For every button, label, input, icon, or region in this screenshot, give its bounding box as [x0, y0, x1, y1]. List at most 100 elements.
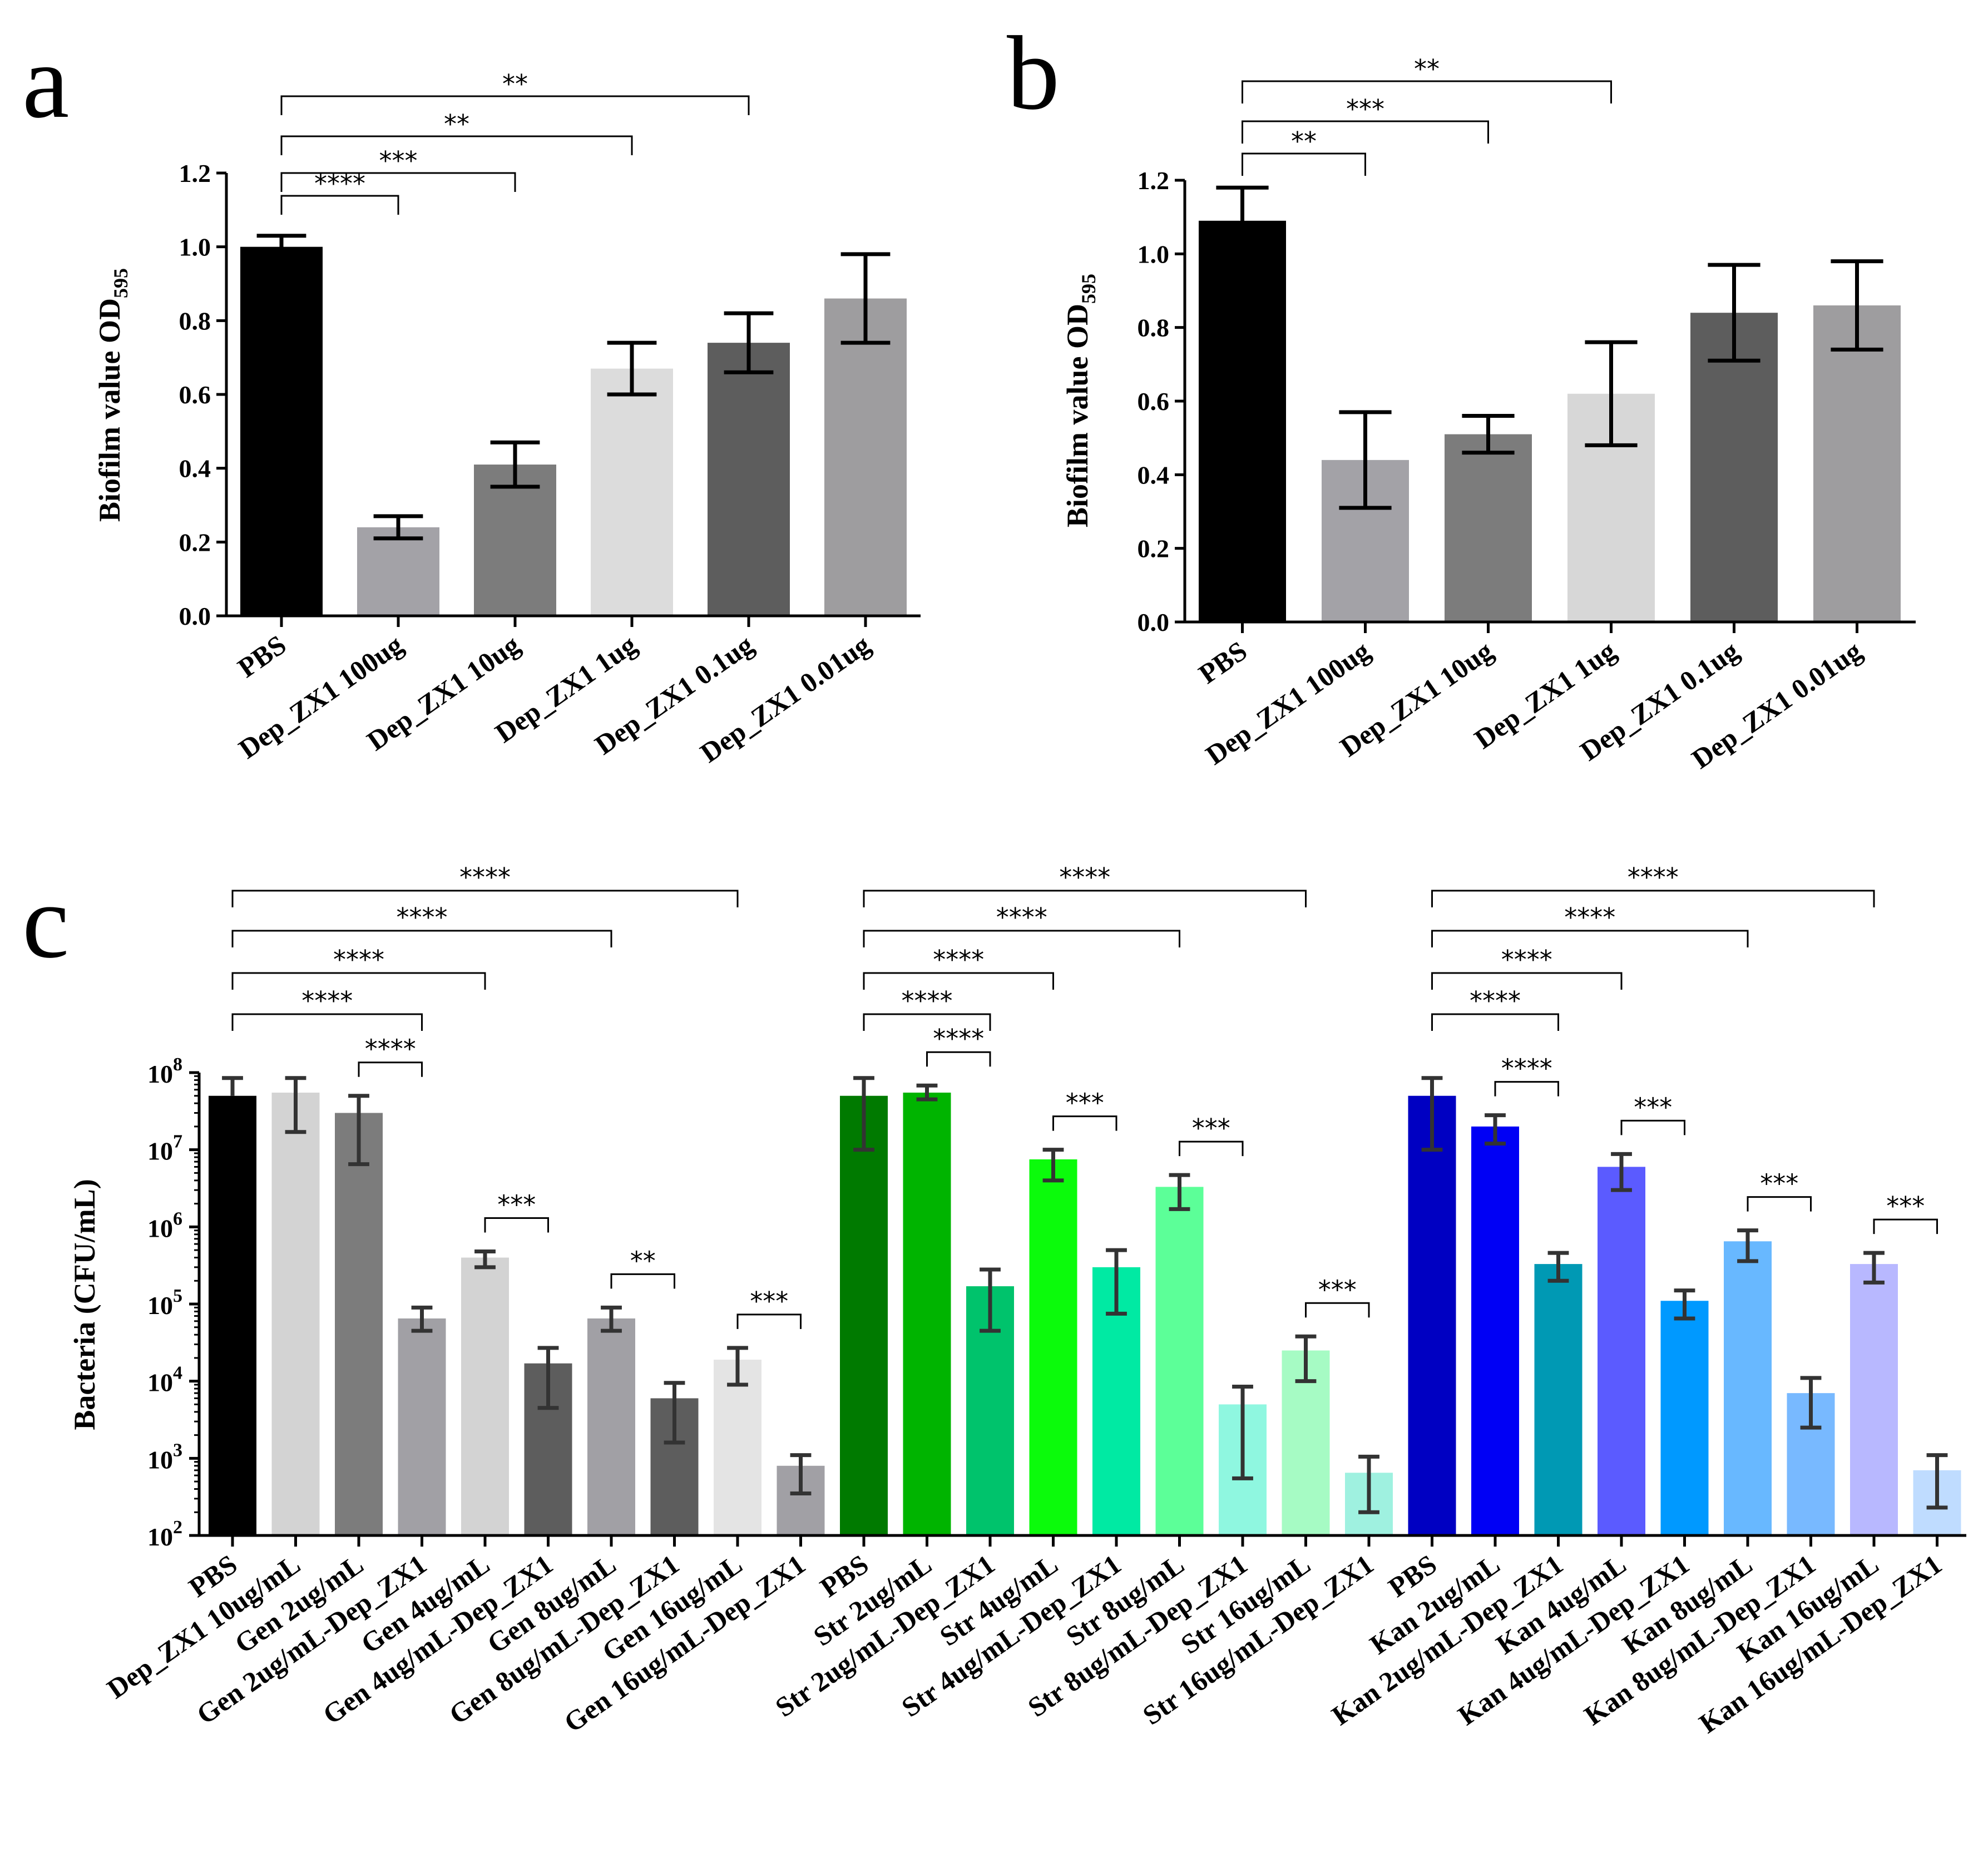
significance-label: **: [502, 69, 528, 99]
y-axis-title-text: Biofilm value OD: [93, 298, 126, 522]
significance-label: ****: [365, 1034, 416, 1064]
significance-label: ***: [750, 1286, 788, 1316]
bar-8: [714, 1360, 761, 1535]
significance-label: ***: [1760, 1169, 1798, 1199]
bar-2: [1445, 434, 1532, 622]
significance-bracket: [231, 972, 486, 990]
y-tick-exponent: 8: [173, 1054, 182, 1075]
significance-bracket: [231, 930, 612, 947]
y-tick-base: 10: [147, 1523, 173, 1551]
y-tick-exponent: 7: [173, 1132, 182, 1152]
significance-label: **: [1291, 126, 1317, 156]
y-tick-label: 0.8: [179, 307, 211, 335]
bar-0: [209, 1095, 256, 1535]
y-tick-base: 10: [147, 1214, 173, 1242]
significance-bracket: [1242, 120, 1489, 144]
y-tick-label: 107: [147, 1132, 182, 1165]
significance-label: ****: [1564, 902, 1615, 932]
significance-bracket: [231, 1013, 423, 1031]
y-tick-label: 0.6: [179, 381, 211, 409]
significance-label: ***: [1634, 1092, 1672, 1122]
y-tick-label: 0.6: [1138, 387, 1170, 416]
significance-label: ****: [397, 902, 448, 932]
y-tick-exponent: 6: [173, 1208, 182, 1229]
panel-b: b 0.0 0.2 0.4 0.6 0.8 1.0 1.2 Biofilm value OD59…: [1007, 15, 1916, 775]
bar-15: [1155, 1187, 1204, 1535]
y-tick-label: 102: [147, 1517, 182, 1551]
significance-label: ***: [1346, 94, 1384, 124]
y-tick-label: 1.0: [1138, 240, 1170, 268]
y-axis-title-subscript: 595: [1077, 274, 1100, 304]
significance-bracket: [1431, 930, 1749, 947]
significance-bracket: [736, 1313, 802, 1329]
y-tick-exponent: 3: [173, 1440, 182, 1460]
significance-label: ****: [333, 945, 384, 975]
bar-2: [474, 465, 556, 616]
significance-label: ****: [459, 862, 511, 892]
significance-bracket: [1494, 1081, 1559, 1097]
bar-5: [824, 298, 907, 616]
bar-1: [357, 527, 439, 616]
bar-6: [587, 1318, 635, 1535]
panel-letter-c: c: [22, 863, 69, 980]
y-tick-base: 10: [147, 1060, 173, 1088]
y-tick-base: 10: [147, 1369, 173, 1397]
y-tick-base: 10: [147, 1291, 173, 1320]
bar-11: [903, 1093, 951, 1535]
y-tick-exponent: 5: [173, 1286, 182, 1306]
significance-bracket: [1431, 890, 1875, 907]
significance-label: ****: [1628, 862, 1679, 892]
significance-bracket: [1431, 1013, 1559, 1031]
bar-0: [1199, 220, 1286, 622]
significance-bracket: [1179, 1140, 1244, 1157]
y-tick-label: 0.2: [179, 528, 211, 556]
significance-bracket: [231, 890, 739, 907]
bar-3: [591, 368, 673, 616]
significance-bracket: [863, 1013, 991, 1031]
panel-letter-a: a: [22, 23, 69, 140]
significance-bracket: [280, 195, 399, 215]
bar-4: [1690, 313, 1778, 622]
y-tick-base: 10: [147, 1137, 173, 1165]
bar-19: [1408, 1095, 1456, 1535]
panel-letter-b: b: [1007, 15, 1060, 132]
y-tick-base: 10: [147, 1445, 173, 1474]
significance-label: **: [444, 109, 469, 139]
significance-bracket: [1242, 152, 1366, 176]
bar-21: [1534, 1264, 1583, 1535]
significance-bracket: [484, 1217, 549, 1233]
significance-label: ***: [379, 146, 418, 176]
y-axis-title: Biofilm value OD595: [93, 268, 132, 522]
y-tick-label: 108: [147, 1054, 182, 1088]
y-tick-exponent: 2: [173, 1517, 182, 1538]
significance-bracket: [1242, 80, 1612, 103]
significance-label: ***: [1192, 1113, 1230, 1143]
significance-bracket: [358, 1061, 423, 1077]
y-tick-label: 0.8: [1138, 314, 1170, 342]
bar-1: [271, 1093, 320, 1535]
significance-bracket: [1431, 972, 1623, 990]
bar-4: [461, 1257, 509, 1535]
y-tick-label: 1.2: [1138, 166, 1170, 195]
bar-26: [1850, 1264, 1898, 1535]
significance-bracket: [610, 1273, 675, 1289]
y-axis-title: Biofilm value OD595: [1061, 274, 1100, 527]
y-tick-label: 1.0: [179, 233, 211, 261]
significance-bracket: [1747, 1196, 1812, 1212]
y-tick-label: 1.2: [179, 159, 211, 187]
significance-bracket: [863, 930, 1180, 947]
significance-label: ****: [1501, 1054, 1552, 1084]
significance-label: ***: [1886, 1191, 1925, 1221]
significance-label: **: [630, 1246, 656, 1276]
significance-bracket: [926, 1051, 991, 1067]
bar-23: [1660, 1301, 1709, 1535]
bar-3: [398, 1318, 446, 1535]
significance-bracket: [863, 890, 1307, 907]
y-tick-exponent: 4: [173, 1363, 182, 1384]
significance-label: ****: [933, 945, 984, 975]
significance-bracket: [1620, 1119, 1685, 1135]
bar-22: [1598, 1167, 1645, 1535]
